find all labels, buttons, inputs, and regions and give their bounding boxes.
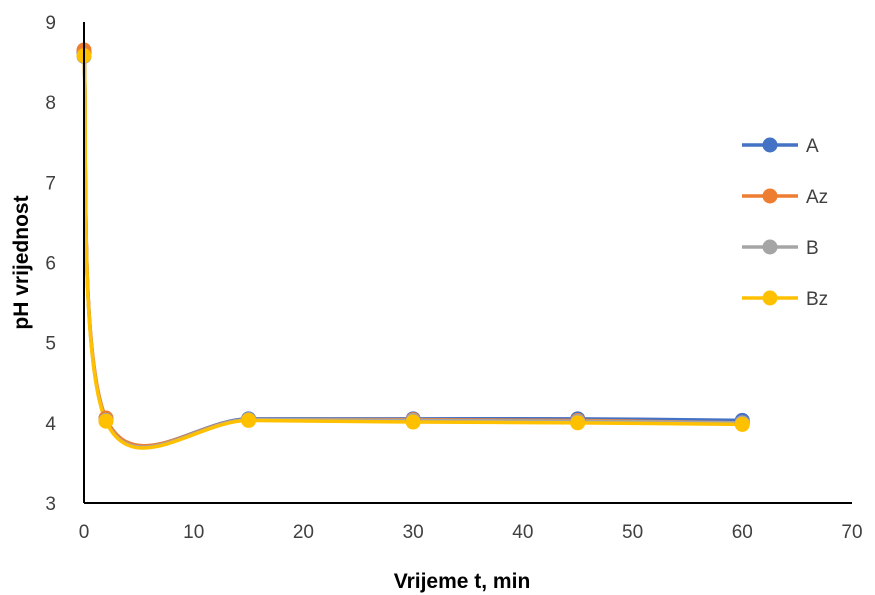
legend-marker	[762, 137, 778, 153]
legend-label: Az	[806, 187, 828, 208]
data-point-bz	[405, 414, 421, 430]
y-tick-label: 8	[45, 93, 56, 114]
data-point-bz	[98, 413, 114, 429]
x-tick-label: 0	[79, 522, 90, 543]
series-line-a	[82, 50, 745, 448]
data-point-bz	[734, 416, 750, 432]
data-point-bz	[241, 412, 257, 428]
legend-marker	[762, 239, 778, 255]
legend-item-az: Az	[742, 187, 828, 208]
legend-marker	[762, 188, 778, 204]
legend-item-bz: Bz	[742, 289, 828, 310]
legend-item-a: A	[742, 136, 819, 157]
x-tick-label: 70	[841, 522, 862, 543]
legend-item-b: B	[742, 238, 819, 259]
x-tick-labels: 0 10 20 30 40 50 60 70	[79, 522, 863, 543]
data-point-bz	[570, 415, 586, 431]
x-tick-label: 60	[732, 522, 753, 543]
y-axis-title: pH vrijednost	[10, 195, 33, 329]
legend-label: Bz	[806, 289, 828, 310]
y-tick-labels: 3 4 5 6 7 8 9	[45, 13, 56, 515]
x-axis-title: Vrijeme t, min	[394, 570, 531, 593]
x-tick-label: 40	[512, 522, 533, 543]
x-tick-label: 20	[293, 522, 314, 543]
y-tick-label: 9	[45, 13, 56, 34]
series-line-bz	[82, 53, 745, 450]
series-line-az	[82, 48, 745, 448]
legend: A Az B Bz	[742, 136, 828, 310]
y-tick-label: 4	[45, 414, 56, 435]
legend-marker	[762, 290, 778, 306]
series-line-b	[82, 54, 745, 449]
x-tick-label: 50	[622, 522, 643, 543]
x-tick-label: 10	[183, 522, 204, 543]
y-tick-label: 5	[45, 334, 56, 355]
y-tick-label: 6	[45, 254, 56, 275]
x-tick-label: 30	[403, 522, 424, 543]
legend-label: B	[806, 238, 819, 259]
plot-area	[76, 42, 750, 450]
y-tick-label: 7	[45, 173, 56, 194]
y-tick-label: 3	[45, 494, 56, 515]
legend-label: A	[806, 136, 819, 157]
